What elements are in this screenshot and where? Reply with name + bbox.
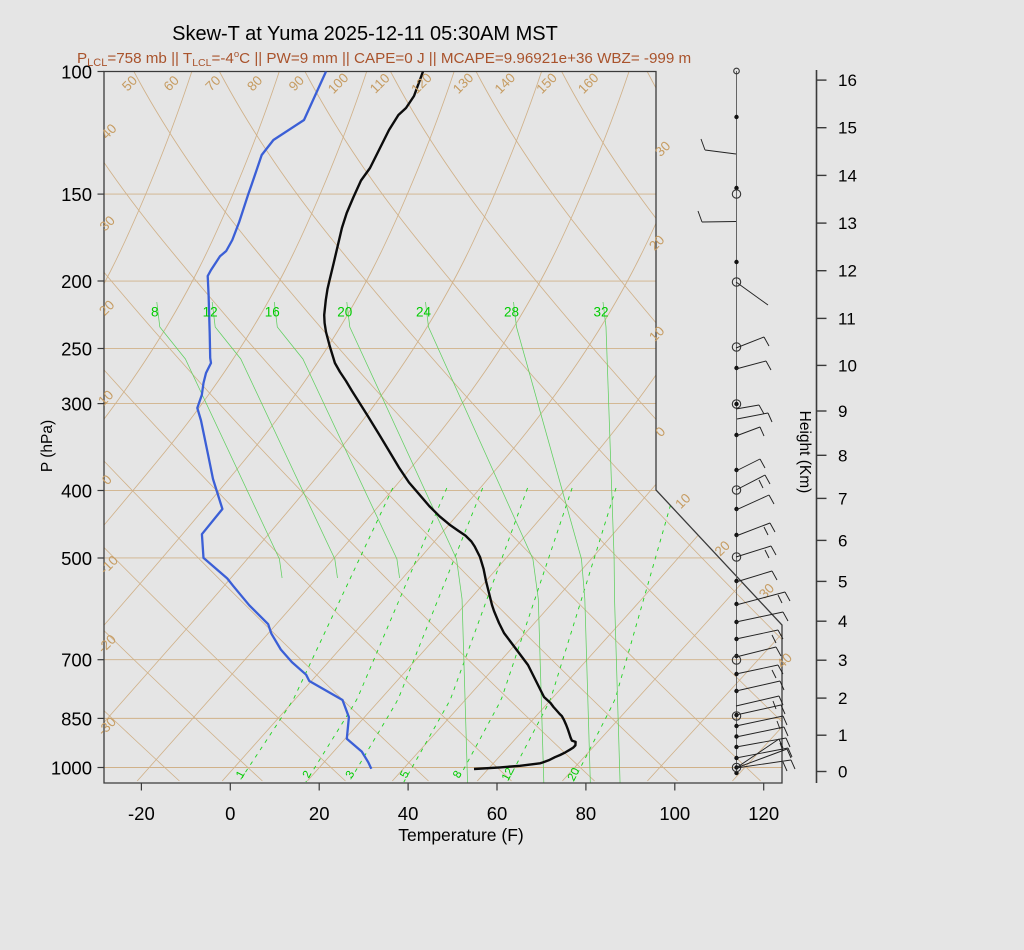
svg-text:60: 60 xyxy=(487,803,508,824)
svg-text:20: 20 xyxy=(337,305,352,320)
svg-text:4: 4 xyxy=(838,612,847,631)
svg-text:700: 700 xyxy=(61,650,92,671)
svg-text:0: 0 xyxy=(225,803,235,824)
svg-text:Temperature (F): Temperature (F) xyxy=(398,825,523,845)
svg-text:20: 20 xyxy=(712,538,733,559)
svg-text:3: 3 xyxy=(838,651,847,670)
svg-text:12: 12 xyxy=(500,766,517,783)
svg-text:12: 12 xyxy=(203,305,218,320)
svg-text:100: 100 xyxy=(659,803,690,824)
svg-text:8: 8 xyxy=(451,769,465,780)
svg-text:0: 0 xyxy=(838,763,847,782)
svg-text:20: 20 xyxy=(566,766,583,783)
svg-text:28: 28 xyxy=(504,305,519,320)
svg-text:40: 40 xyxy=(774,650,795,671)
svg-text:30: 30 xyxy=(97,213,118,234)
svg-text:8: 8 xyxy=(151,305,159,320)
svg-text:40: 40 xyxy=(98,121,119,142)
svg-text:13: 13 xyxy=(838,214,857,233)
svg-text:20: 20 xyxy=(309,803,330,824)
svg-text:2: 2 xyxy=(838,689,847,708)
svg-text:9: 9 xyxy=(838,402,847,421)
svg-text:100: 100 xyxy=(61,62,92,83)
svg-text:16: 16 xyxy=(265,305,280,320)
svg-text:5: 5 xyxy=(838,572,847,591)
svg-text:850: 850 xyxy=(61,708,92,729)
svg-text:1: 1 xyxy=(234,769,248,780)
svg-text:15: 15 xyxy=(838,119,857,138)
svg-text:5: 5 xyxy=(398,769,412,780)
svg-text:10: 10 xyxy=(838,356,857,375)
svg-text:1: 1 xyxy=(838,726,847,745)
svg-text:8: 8 xyxy=(838,446,847,465)
svg-text:6: 6 xyxy=(838,531,847,550)
svg-text:40: 40 xyxy=(398,803,419,824)
svg-text:1000: 1000 xyxy=(51,758,92,779)
svg-text:3: 3 xyxy=(344,769,358,780)
svg-text:120: 120 xyxy=(748,803,779,824)
svg-text:14: 14 xyxy=(838,166,857,185)
svg-text:30: 30 xyxy=(756,581,777,602)
svg-text:200: 200 xyxy=(61,271,92,292)
svg-text:24: 24 xyxy=(416,305,432,320)
svg-text:32: 32 xyxy=(593,305,608,320)
svg-text:500: 500 xyxy=(61,548,92,569)
svg-text:P (hPa): P (hPa) xyxy=(39,420,56,472)
svg-text:16: 16 xyxy=(838,71,857,90)
svg-text:400: 400 xyxy=(61,481,92,502)
svg-text:150: 150 xyxy=(61,184,92,205)
svg-text:-20: -20 xyxy=(128,803,155,824)
svg-text:7: 7 xyxy=(838,489,847,508)
svg-text:Height (Km): Height (Km) xyxy=(796,411,813,494)
svg-text:PLCL=758 mb || TLCL=-4oC || PW: PLCL=758 mb || TLCL=-4oC || PW=9 mm || C… xyxy=(77,49,691,69)
svg-text:2: 2 xyxy=(301,769,315,780)
svg-text:80: 80 xyxy=(576,803,597,824)
svg-text:12: 12 xyxy=(838,262,857,281)
svg-text:300: 300 xyxy=(61,394,92,415)
svg-text:11: 11 xyxy=(838,309,856,328)
svg-text:Skew-T at Yuma 2025-12-11 05:3: Skew-T at Yuma 2025-12-11 05:30AM MST xyxy=(172,23,558,45)
svg-text:250: 250 xyxy=(61,339,92,360)
